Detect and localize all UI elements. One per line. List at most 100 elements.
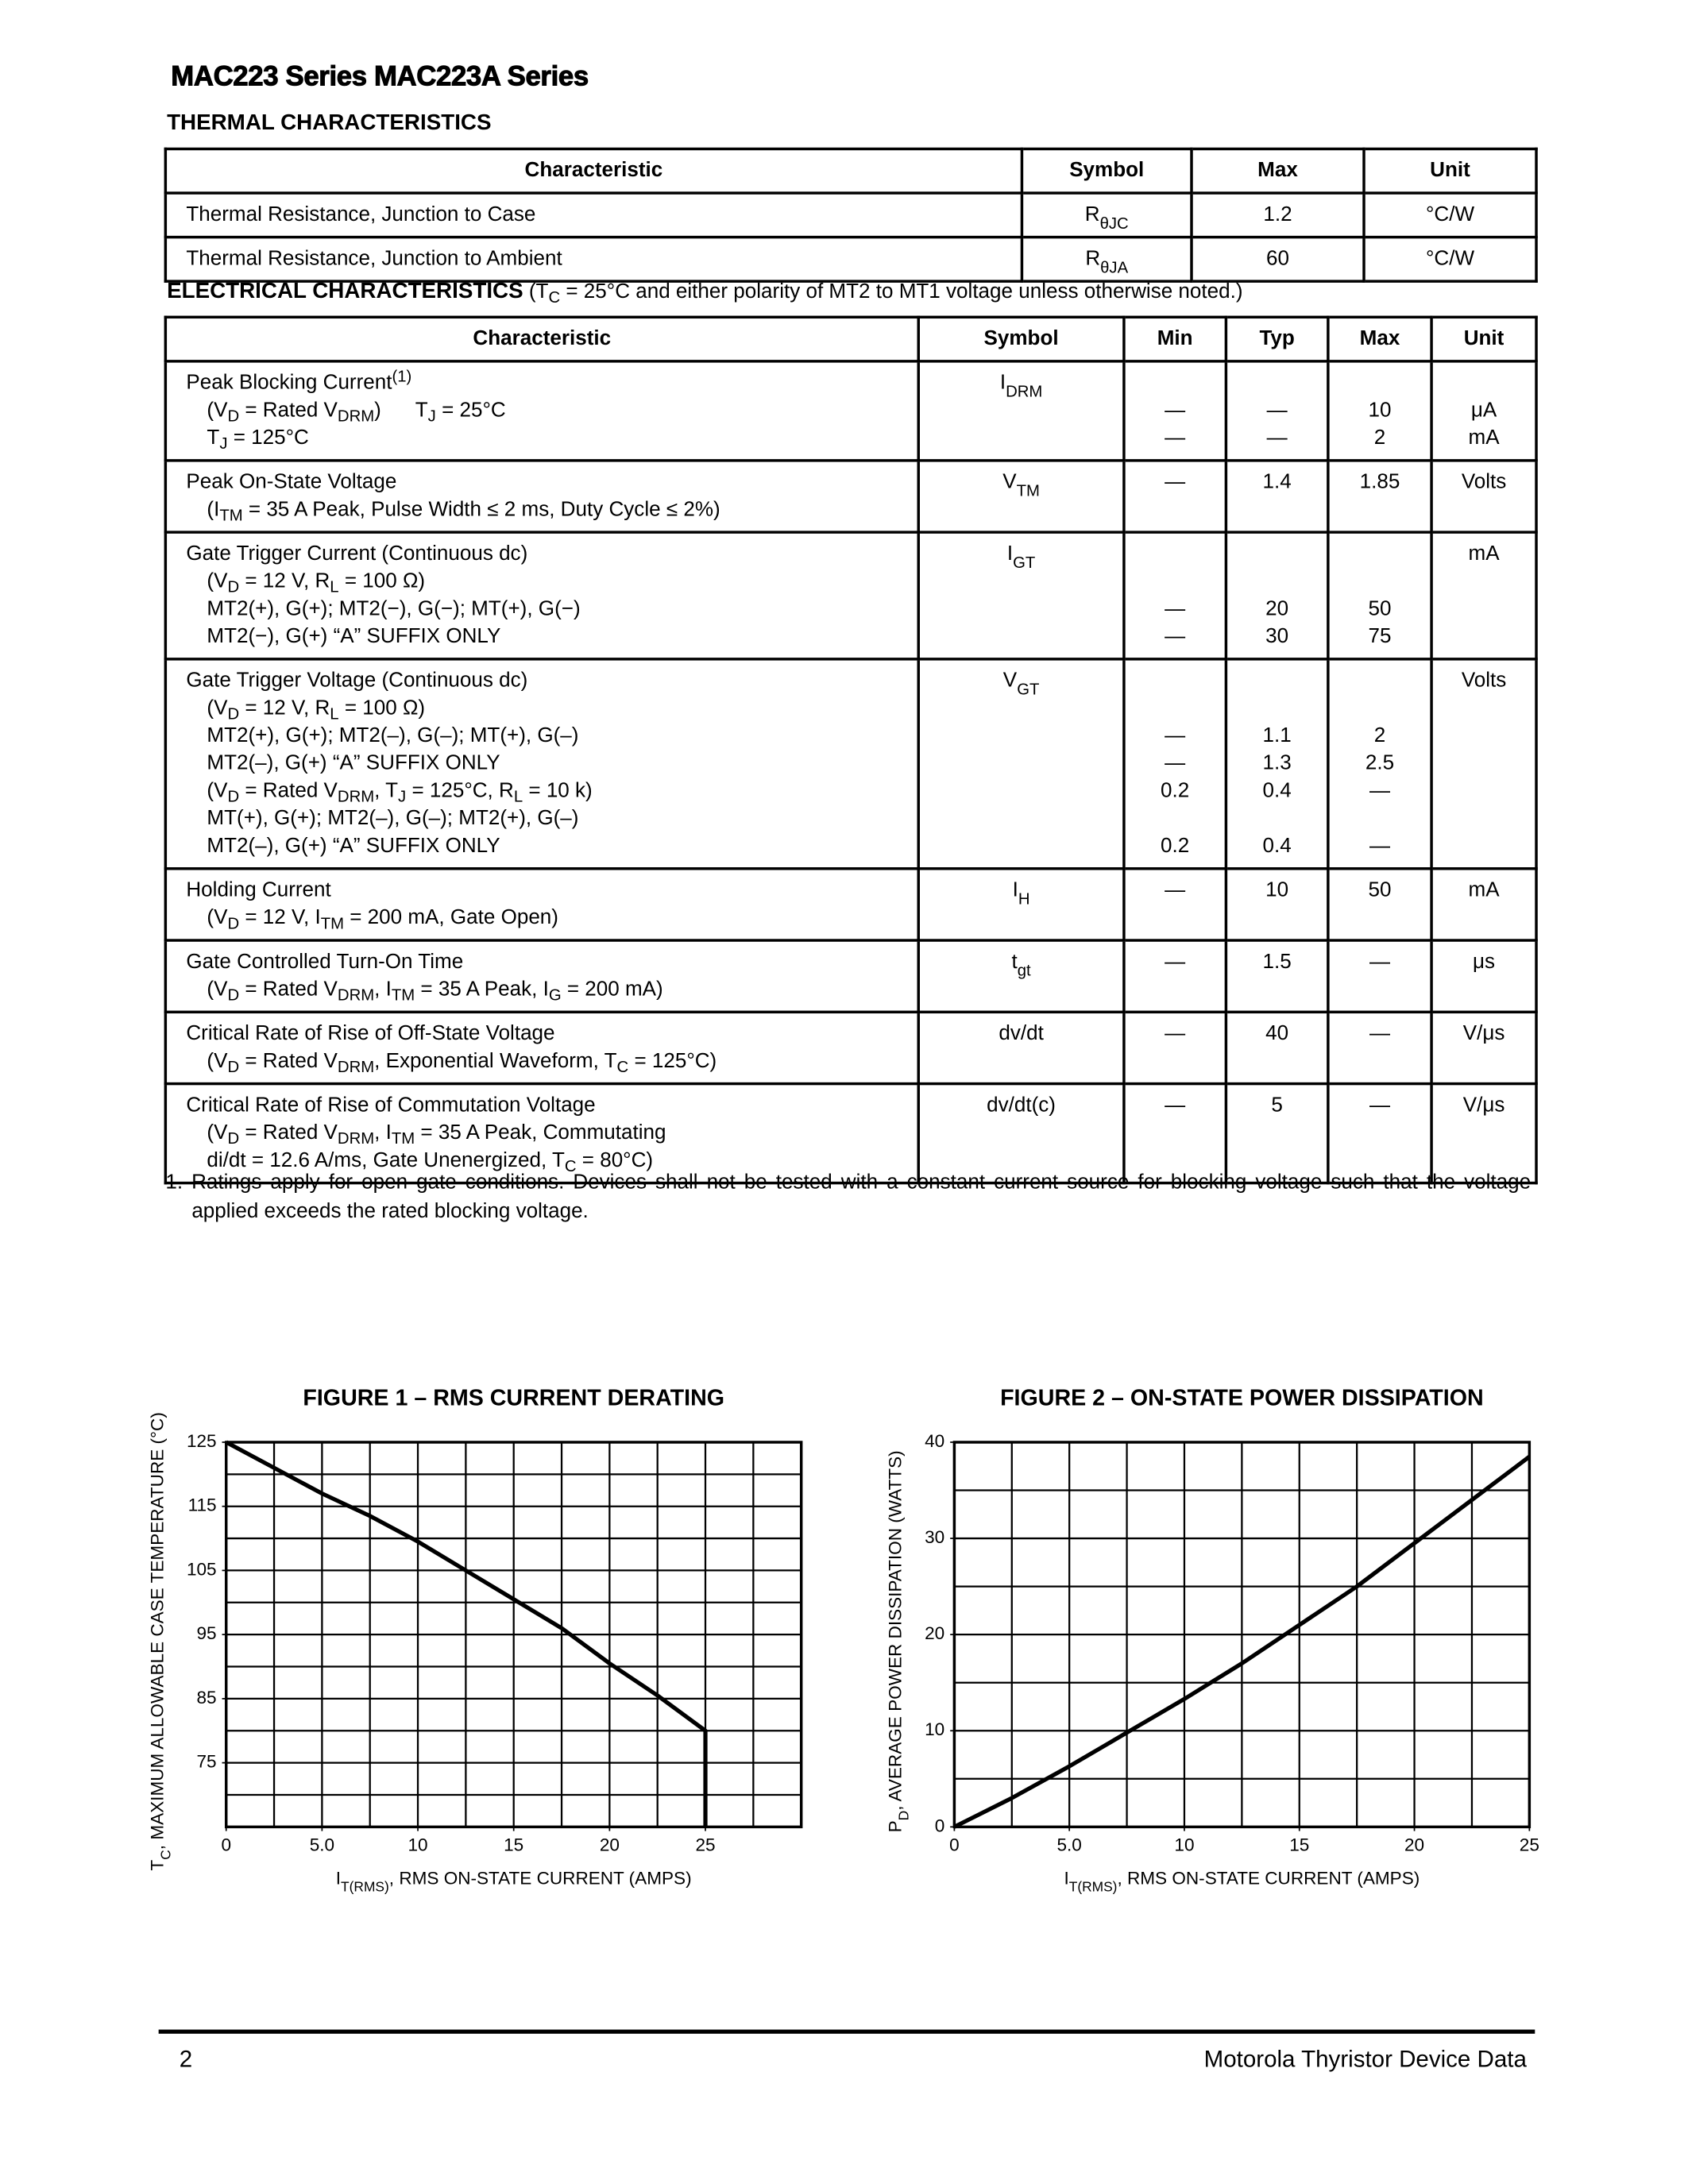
text-line: mA	[1468, 426, 1500, 450]
text-line: 0.2	[1161, 778, 1190, 803]
x-tick-label: 5.0	[1057, 1835, 1082, 1855]
text-line: 60	[1266, 246, 1289, 271]
text-run: = 100 Ω)	[338, 569, 426, 593]
subscript: L	[330, 705, 339, 723]
text-run: (V	[207, 905, 228, 930]
electrical-table: Characteristic Symbol Min Typ Max Unit Peak Bl…	[164, 315, 1538, 1185]
text-run: I	[336, 1868, 341, 1888]
text-line: —	[1266, 426, 1288, 450]
text-run: = Rated V	[239, 1049, 338, 1073]
subscript: J	[219, 434, 228, 453]
table-cell: Critical Rate of Rise of Off-State Volta…	[164, 1010, 920, 1086]
text-line: MT(+), G(+); MT2(–), G(–); MT2(+), G(–)	[207, 806, 579, 831]
text-run: T	[207, 426, 220, 450]
text-line: MT2(–), G(+) “A” SUFFIX ONLY	[207, 751, 500, 775]
text-line: Peak On-State Voltage	[186, 470, 397, 494]
subscript: gt	[1017, 962, 1031, 980]
text-line: (VD = Rated VDRM, Exponential Waveform, …	[186, 1048, 917, 1075]
x-tick-label: 15	[504, 1835, 523, 1855]
table-cell: Thermal Resistance, Junction to Ambient	[164, 235, 1024, 283]
text-line: mA	[1468, 542, 1500, 565]
table-cell: Thermal Resistance, Junction to Case	[164, 191, 1024, 239]
text-line: MT2(+), G(+); MT2(–), G(–); MT(+), G(–)	[207, 723, 579, 747]
column-header: Max	[1327, 315, 1433, 363]
text-run: ) T	[374, 398, 428, 423]
x-tick-label: 20	[600, 1835, 620, 1855]
text-line: —	[1369, 1093, 1390, 1117]
subscript: DRM	[1006, 383, 1043, 401]
footer-rule	[158, 2029, 1535, 2034]
table-cell: IDRM	[917, 360, 1126, 462]
text-run: = 10 k)	[523, 778, 593, 803]
table-cell: — — 0.2 0.2	[1122, 658, 1228, 870]
text-run: = 125°C)	[628, 1049, 717, 1073]
text-line: 30	[1265, 624, 1289, 648]
footnote-number: 1.	[165, 1170, 183, 1194]
table-cell: 2 2.5 — —	[1327, 658, 1433, 870]
table-row: Gate Trigger Voltage (Continuous dc) (VD …	[164, 658, 1538, 870]
text-run: = Rated V	[239, 1121, 338, 1144]
table-cell: VGT	[917, 658, 1126, 870]
table-cell: V/μs	[1430, 1010, 1538, 1086]
table-row: Holding Current (VD = 12 V, ITM = 200 mA,…	[164, 867, 1538, 942]
column-header: Symbol	[917, 315, 1126, 363]
subscript: GT	[1013, 554, 1036, 573]
x-tick-label: 10	[408, 1835, 427, 1855]
table-cell: tgt	[917, 939, 1126, 1014]
text-line: 20	[1265, 596, 1289, 621]
text-line: 50	[1368, 596, 1392, 621]
text-run: (V	[207, 977, 228, 1001]
text-line: dv/dt	[999, 1021, 1044, 1045]
subscript: L	[330, 578, 339, 596]
y-tick-label: 20	[925, 1623, 944, 1643]
text-run: , I	[374, 977, 392, 1001]
table-cell: Volts	[1430, 658, 1538, 870]
text-run: , T	[374, 778, 399, 803]
table-cell: 10	[1224, 867, 1330, 942]
text-run: di/dt = 12.6 A/ms, Gate Unenergized, T	[207, 1148, 565, 1172]
text-line: Thermal Resistance, Junction to Ambient	[186, 246, 562, 271]
text-line: 0.4	[1262, 778, 1292, 803]
text-run: I	[1006, 542, 1014, 565]
chart-title: FIGURE 2 – ON-STATE POWER DISSIPATION	[1000, 1386, 1484, 1411]
subscript: TM	[219, 507, 243, 525]
footnote-text: Ratings apply for open gate conditions. …	[191, 1170, 1532, 1223]
subscript: C	[548, 288, 561, 307]
text-line: RθJC	[1023, 201, 1190, 232]
y-tick-label: 95	[196, 1623, 216, 1643]
table-cell: 1.1 1.3 0.4 0.4	[1224, 658, 1330, 870]
text-line: VTM	[920, 469, 1122, 500]
y-tick-label: 125	[187, 1431, 217, 1451]
text-line: (VD = Rated VDRM, TJ = 125°C, RL = 10 k)	[186, 778, 917, 805]
text-line: Volts	[1461, 669, 1507, 693]
text-line: (VD = Rated VDRM, ITM = 35 A Peak, Commu…	[186, 1120, 917, 1148]
text-run: V	[1002, 669, 1018, 693]
text-run: = 12 V, R	[239, 569, 330, 593]
y-tick-label: 105	[187, 1559, 217, 1579]
table-row: Peak On-State Voltage (ITM = 35 A Peak, P…	[164, 459, 1538, 534]
y-tick-label: 85	[196, 1688, 216, 1707]
subscript: G	[548, 986, 562, 1005]
table-cell: μA mA	[1430, 360, 1538, 462]
table-cell: Gate Trigger Current (Continuous dc) (VD …	[164, 531, 920, 661]
text-line: mA	[1468, 878, 1500, 902]
text-run: (V	[207, 1049, 228, 1073]
subscript: D	[227, 1129, 240, 1148]
x-tick-label: 20	[1404, 1835, 1424, 1855]
text-run: R	[1085, 246, 1101, 271]
table-cell: Critical Rate of Rise of Commutation Vol…	[164, 1082, 920, 1185]
column-header: Characteristic	[164, 147, 1024, 195]
text-line: 2	[1373, 426, 1386, 450]
table-cell: —	[1122, 459, 1228, 534]
text-run: = 100 Ω)	[338, 696, 426, 720]
table-row: Thermal Resistance, Junction to Case RθJC…	[164, 191, 1538, 239]
superscript: (1)	[392, 368, 412, 386]
x-tick-label: 25	[695, 1835, 715, 1855]
x-tick-label: 0	[221, 1835, 231, 1855]
text-run: Peak Blocking Current	[186, 371, 392, 395]
data-line	[225, 1440, 708, 1827]
table-row: Peak Blocking Current(1) (VD = Rated VDRM…	[164, 360, 1538, 462]
subscript: D	[895, 1811, 911, 1821]
